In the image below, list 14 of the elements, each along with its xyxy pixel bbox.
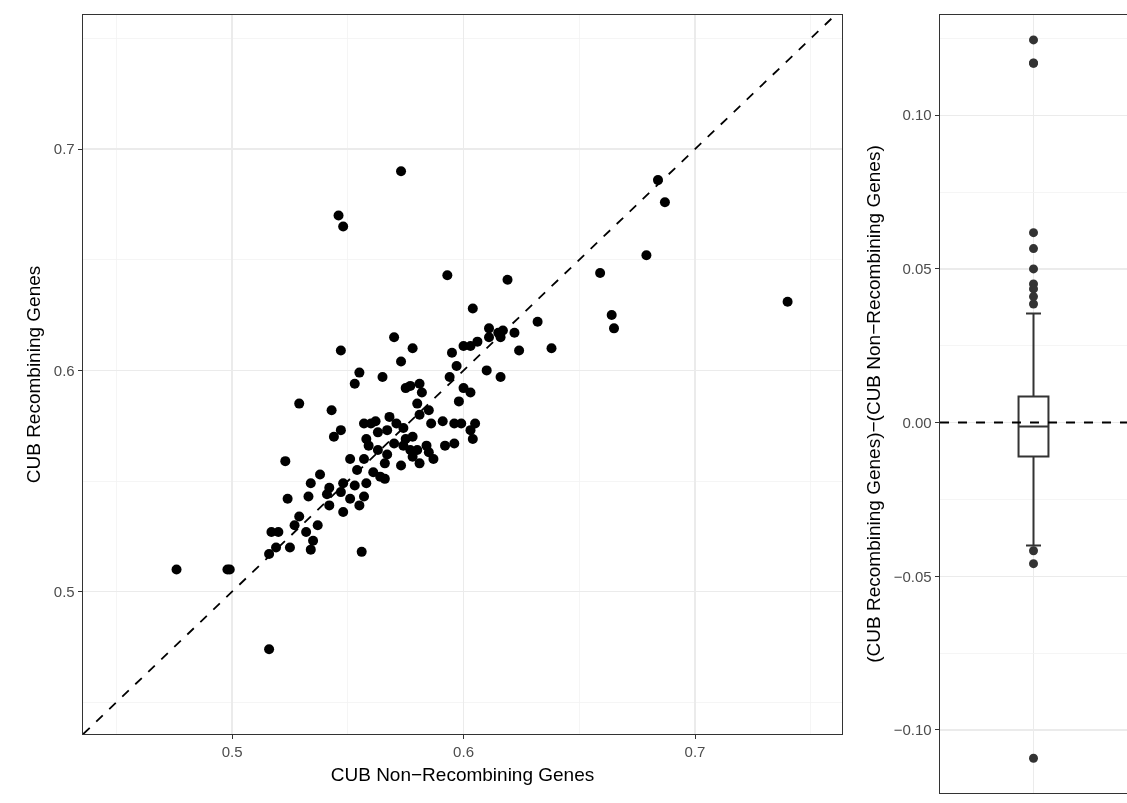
x-tick-label: 0.5 xyxy=(221,743,243,761)
y-tick-label: −0.05 xyxy=(893,567,932,585)
y-axis-title: (CUB Recombining Genes)−(CUB Non−Recombining Genes) xyxy=(862,145,884,663)
y-axis-title: CUB Recombining Genes xyxy=(22,265,44,484)
y-tick-label: 0.6 xyxy=(53,361,75,379)
y-tick-label: 0.5 xyxy=(53,582,75,600)
y-tick-label: 0.00 xyxy=(902,413,932,431)
x-tick-label: 0.7 xyxy=(684,743,706,761)
y-tick-label: −0.10 xyxy=(893,721,932,739)
y-tick-label: 0.7 xyxy=(53,140,75,158)
y-tick-label: 0.10 xyxy=(902,106,932,124)
y-tick-label: 0.05 xyxy=(902,260,932,278)
x-tick-label: 0.6 xyxy=(453,743,474,761)
x-axis-title: CUB Non−Recombining Genes xyxy=(330,763,595,785)
